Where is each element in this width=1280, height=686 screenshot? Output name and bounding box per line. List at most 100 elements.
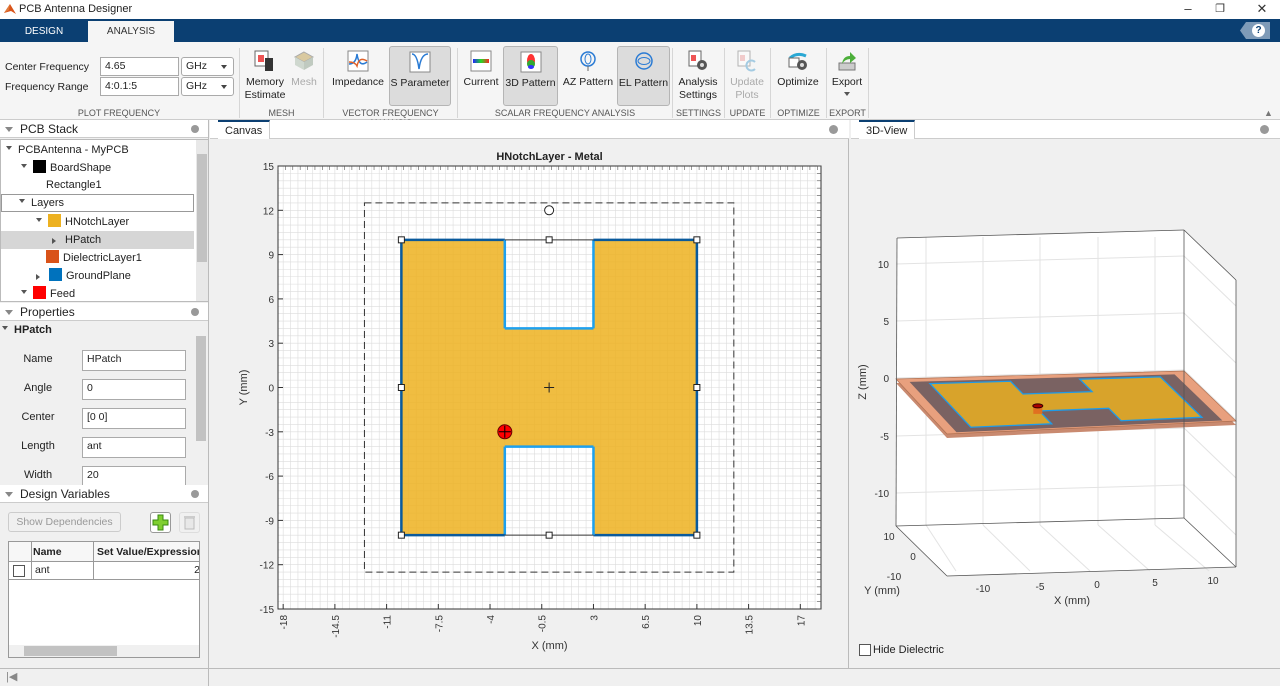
current-plot-icon (470, 50, 492, 72)
restore-icon[interactable]: ❐ (1215, 3, 1225, 15)
hnotch-layer-plot[interactable]: HNotchLayer - Metal -18 -14.5 -11 -7.5 -4 -0.5… (210, 140, 849, 668)
frequency-range-unit-value: GHz (186, 80, 207, 92)
width-input[interactable]: 20 (82, 466, 186, 486)
scrollbar-thumb[interactable] (196, 336, 206, 441)
s-parameter-button[interactable]: S Parameter (389, 46, 451, 106)
expand-icon[interactable] (6, 146, 12, 153)
add-variable-button[interactable] (150, 512, 171, 533)
panel-options-icon[interactable] (191, 308, 199, 316)
collapse-icon[interactable] (5, 127, 13, 136)
expand-icon[interactable] (52, 238, 59, 244)
close-icon[interactable]: ✕ (1256, 1, 1268, 16)
tree-item-rectangle1[interactable]: Rectangle1 (46, 176, 102, 194)
expand-icon[interactable] (36, 274, 43, 280)
frequency-range-unit-dropdown[interactable]: GHz (181, 77, 234, 96)
collapse-icon[interactable] (5, 310, 13, 319)
expand-icon[interactable] (36, 218, 42, 225)
tree-item-hpatch[interactable]: HPatch (1, 231, 194, 249)
panel-options-icon[interactable] (191, 490, 199, 498)
x-tick-label: -7.5 (434, 615, 445, 633)
x-tick-label: -4 (486, 615, 497, 624)
export-icon (838, 52, 856, 71)
center-frequency-input[interactable]: 4.65 (100, 57, 179, 76)
tree-item-dielectriclayer1[interactable]: DielectricLayer1 (46, 249, 142, 267)
length-input[interactable]: ant (82, 437, 186, 458)
scrollbar-thumb[interactable] (197, 154, 207, 262)
delete-variable-button[interactable] (179, 512, 200, 533)
panel-options-icon[interactable] (191, 125, 199, 133)
resize-handle (397, 236, 405, 244)
impedance-button[interactable]: Impedance (331, 46, 385, 106)
panel-options-icon[interactable] (829, 125, 838, 134)
collapse-toolstrip-icon[interactable]: ▲ (1264, 108, 1273, 118)
center-frequency-unit-dropdown[interactable]: GHz (181, 57, 234, 76)
checkbox-box[interactable] (859, 644, 871, 656)
tab-analysis[interactable]: ANALYSIS (88, 21, 174, 42)
collapse-icon[interactable] (5, 492, 13, 501)
tree-item-hnotchlayer[interactable]: HNotchLayer (36, 213, 129, 231)
3d-pattern-button[interactable]: 3D Pattern (503, 46, 558, 106)
tree-item-feed[interactable]: Feed (21, 285, 75, 303)
section-label-export: EXPORT (829, 108, 866, 118)
properties-header[interactable]: Properties (0, 303, 208, 321)
el-pattern-button[interactable]: EL Pattern (617, 46, 670, 106)
s-parameter-plot-icon (409, 51, 431, 73)
x-tick-label: -11 (383, 615, 394, 629)
update-plots-button[interactable]: Update Plots (727, 46, 767, 106)
panel-options-icon[interactable] (1260, 125, 1269, 134)
ribbon-tab-bar: DESIGN ANALYSIS ? (0, 19, 1280, 42)
tab-3d-view[interactable]: 3D-View (859, 120, 916, 139)
column-header-value[interactable]: Set Value/Expression (93, 542, 199, 562)
x-tick-label: -14.5 (331, 615, 342, 638)
scrollbar-thumb[interactable] (24, 646, 117, 656)
tab-canvas[interactable]: Canvas (218, 120, 271, 139)
show-dependencies-button[interactable]: Show Dependencies (8, 512, 121, 532)
column-header-name[interactable]: Name (33, 546, 62, 558)
variable-name-cell[interactable]: ant (35, 564, 50, 576)
s-parameter-label: S Parameter (390, 77, 450, 89)
row-checkbox[interactable] (13, 565, 25, 577)
angle-input[interactable]: 0 (82, 379, 186, 400)
memory-estimate-label: Memory (246, 76, 284, 88)
name-input[interactable]: HPatch (82, 350, 186, 371)
collapse-icon[interactable] (2, 326, 8, 333)
design-variables-header[interactable]: Design Variables (0, 485, 208, 503)
expand-icon[interactable] (21, 290, 27, 297)
y-tick-label: 15 (263, 162, 275, 173)
memory-estimate-button[interactable]: Memory Estimate (243, 46, 287, 106)
variable-value-cell[interactable]: 2 (93, 562, 199, 579)
update-plots-label: Update (730, 76, 764, 88)
tree-item-layers[interactable]: Layers (1, 194, 194, 212)
pcb-stack-scrollbar[interactable] (196, 140, 208, 301)
tab-design[interactable]: DESIGN (24, 26, 64, 37)
y-tick-label: -3 (265, 428, 274, 439)
color-swatch (33, 160, 46, 173)
table-horizontal-scrollbar[interactable] (9, 645, 199, 657)
frequency-range-input[interactable]: 4:0.1:5 (100, 77, 179, 96)
x-tick-label: 3 (589, 615, 600, 621)
analysis-settings-button[interactable]: Analysis Settings (675, 46, 721, 106)
pcb-stack-header[interactable]: PCB Stack (0, 120, 208, 138)
export-button[interactable]: Export (828, 46, 866, 106)
help-button[interactable]: ? (1240, 22, 1270, 39)
current-button[interactable]: Current (461, 46, 501, 106)
tree-item-groundplane[interactable]: GroundPlane (36, 267, 131, 285)
3d-pattern-icon (520, 51, 541, 73)
az-pattern-button[interactable]: AZ Pattern (561, 46, 615, 106)
mesh-button[interactable]: Mesh (289, 46, 319, 106)
minimize-icon[interactable]: – (1184, 1, 1192, 16)
collapse-left-panel-icon[interactable]: |◀ (6, 671, 18, 683)
properties-scrollbar[interactable] (195, 322, 207, 486)
y-tick-label: 0 (268, 384, 274, 395)
center-input[interactable]: [0 0] (82, 408, 186, 429)
chevron-down-icon (844, 92, 850, 99)
design-variables-table: Name Set Value/Expression ant 2 (8, 541, 200, 658)
table-row[interactable]: ant 2 (9, 562, 199, 580)
section-divider (826, 48, 827, 118)
tree-item-boardshape[interactable]: BoardShape (21, 159, 111, 177)
optimize-button[interactable]: Optimize (774, 46, 822, 106)
expand-icon[interactable] (19, 199, 25, 206)
y-tick-label: -9 (265, 516, 274, 527)
tree-item-pcbantenna[interactable]: PCBAntenna - MyPCB (6, 141, 129, 159)
expand-icon[interactable] (21, 164, 27, 171)
